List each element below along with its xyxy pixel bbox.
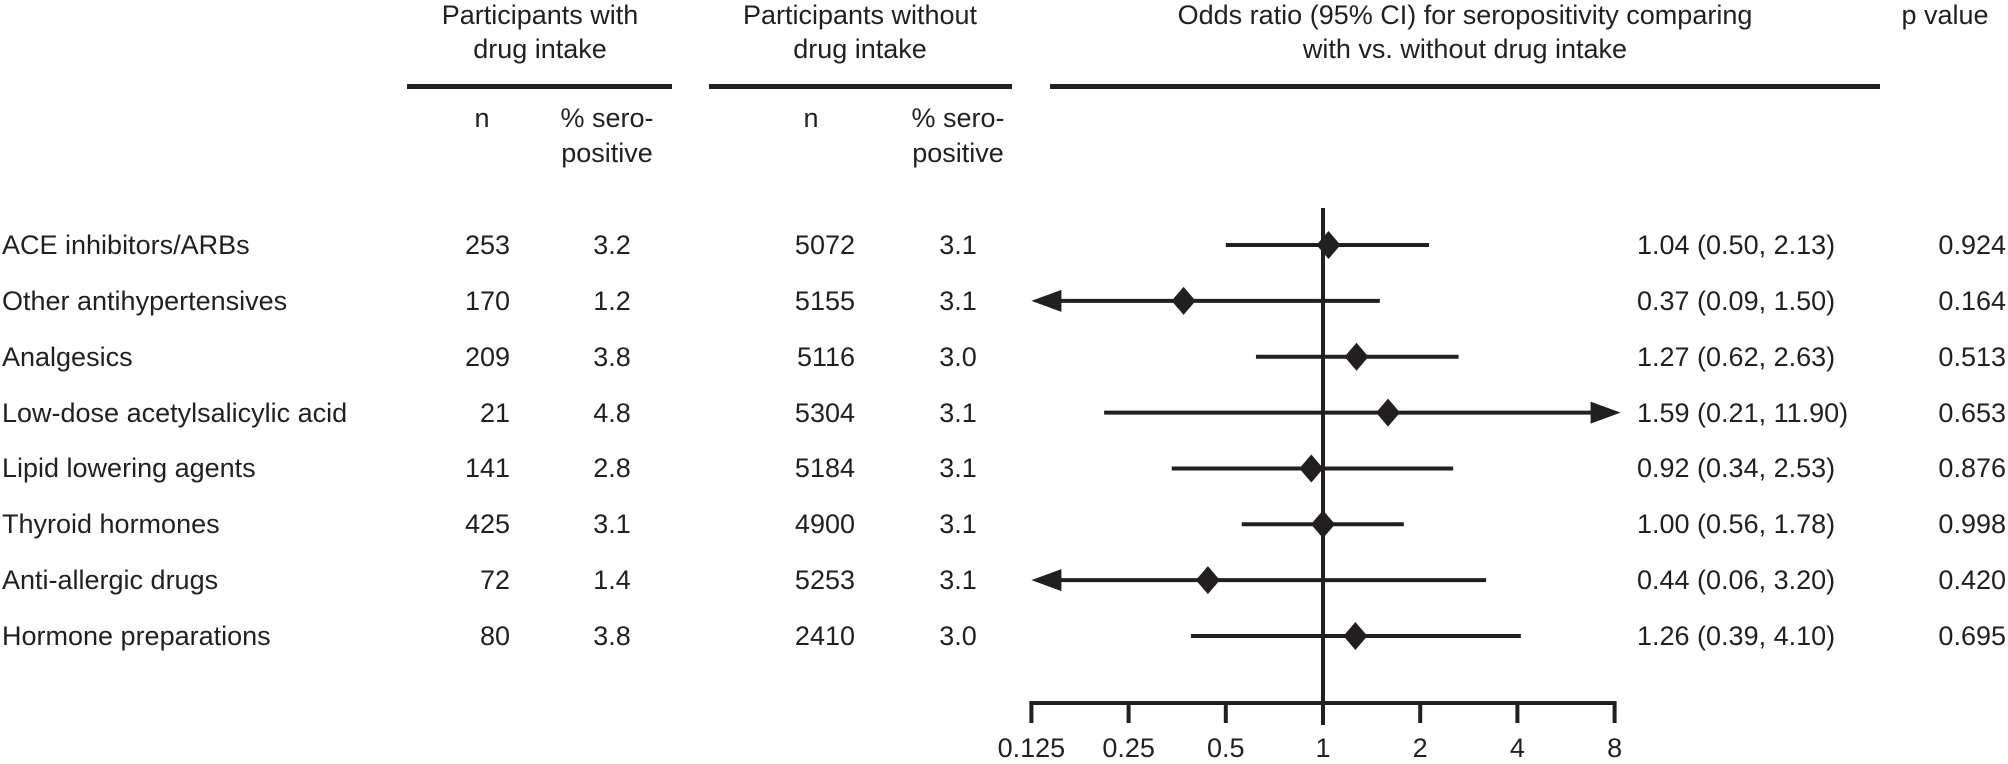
pct-without-cell: 3.0 bbox=[939, 341, 977, 372]
or-diamond bbox=[1316, 231, 1341, 259]
p-value-cell: 0.420 bbox=[1938, 565, 2006, 596]
pct-without-cell: 3.1 bbox=[939, 565, 977, 596]
or-diamond bbox=[1343, 622, 1368, 651]
sub-header-pct-without: % sero-positive bbox=[911, 103, 1005, 168]
or-ci-cell: 1.04 (0.50, 2.13) bbox=[1637, 230, 1836, 260]
pct-without-cell: 3.1 bbox=[939, 230, 977, 260]
or-diamond bbox=[1171, 286, 1196, 315]
pct-without-cell: 3.1 bbox=[939, 285, 977, 316]
col-header-participants-without: Participants without drug intake bbox=[742, 0, 978, 64]
or-ci-cell: 1.59 (0.21, 11.90) bbox=[1637, 397, 1849, 428]
or-ci-cell: 1.26 (0.39, 4.10) bbox=[1637, 621, 1836, 652]
p-value-cell: 0.653 bbox=[1938, 397, 2006, 428]
n-without-cell: 5072 bbox=[794, 230, 855, 260]
or-ci-cell: 1.00 (0.56, 1.78) bbox=[1637, 509, 1836, 540]
p-value-cell: 0.998 bbox=[1938, 509, 2006, 540]
or-diamond bbox=[1299, 454, 1324, 483]
sub-header-n-with: n bbox=[474, 103, 490, 133]
x-axis-tick-label: 0.125 bbox=[998, 733, 1066, 763]
pct-with-cell: 3.8 bbox=[593, 341, 631, 372]
n-without-cell: 4900 bbox=[794, 509, 855, 540]
p-value-cell: 0.164 bbox=[1938, 285, 2006, 316]
x-axis-tick-label: 4 bbox=[1510, 733, 1525, 763]
sub-header-n-without: n bbox=[803, 103, 819, 133]
pct-with-cell: 3.2 bbox=[593, 230, 631, 260]
sub-header-pct-with: % sero-positive bbox=[560, 103, 654, 168]
pct-without-cell: 3.1 bbox=[939, 509, 977, 540]
n-with-cell: 80 bbox=[479, 621, 510, 652]
drug-label: Lipid lowering agents bbox=[2, 453, 256, 484]
drug-label: Thyroid hormones bbox=[2, 509, 220, 540]
n-without-cell: 2410 bbox=[794, 621, 855, 652]
p-value-cell: 0.924 bbox=[1938, 230, 2006, 260]
x-axis-tick-label: 1 bbox=[1315, 733, 1330, 763]
p-value-cell: 0.876 bbox=[1938, 453, 2006, 484]
n-without-cell: 5253 bbox=[794, 565, 855, 596]
n-with-cell: 209 bbox=[464, 341, 510, 372]
pct-without-cell: 3.0 bbox=[939, 621, 977, 652]
pct-with-cell: 3.8 bbox=[593, 621, 631, 652]
drug-label: Analgesics bbox=[2, 341, 133, 372]
drug-label: Other antihypertensives bbox=[2, 285, 288, 316]
drug-label: Hormone preparations bbox=[2, 621, 271, 652]
or-ci-cell: 0.92 (0.34, 2.53) bbox=[1637, 453, 1836, 484]
p-value-cell: 0.695 bbox=[1938, 621, 2006, 652]
pct-without-cell: 3.1 bbox=[939, 453, 977, 484]
or-diamond bbox=[1376, 398, 1401, 427]
header-rule-odds bbox=[1050, 84, 1880, 89]
x-axis-tick-label: 8 bbox=[1607, 733, 1622, 763]
left-arrowhead bbox=[1031, 289, 1062, 312]
pct-with-cell: 1.2 bbox=[593, 285, 631, 316]
header-rule-without bbox=[709, 84, 1012, 89]
or-diamond bbox=[1195, 566, 1220, 595]
n-without-cell: 5116 bbox=[796, 341, 855, 372]
n-with-cell: 21 bbox=[479, 397, 510, 428]
n-with-cell: 253 bbox=[464, 230, 510, 260]
drug-label: Anti-allergic drugs bbox=[2, 565, 219, 596]
n-without-cell: 5184 bbox=[794, 453, 855, 484]
or-diamond bbox=[1344, 342, 1369, 371]
header-rule-with bbox=[407, 84, 672, 89]
drug-label: Low-dose acetylsalicylic acid bbox=[2, 397, 348, 428]
or-ci-cell: 0.37 (0.09, 1.50) bbox=[1637, 285, 1836, 316]
x-axis-tick-label: 0.5 bbox=[1207, 733, 1245, 763]
p-value-cell: 0.513 bbox=[1938, 341, 2006, 372]
or-ci-cell: 0.44 (0.06, 3.20) bbox=[1637, 565, 1836, 596]
col-header-participants-with: Participants with drug intake bbox=[441, 0, 639, 64]
col-header-odds-ratio: Odds ratio (95% CI) for seropositivity c… bbox=[1177, 0, 1753, 64]
pct-with-cell: 3.1 bbox=[593, 509, 631, 540]
pct-with-cell: 1.4 bbox=[593, 565, 631, 596]
or-diamond bbox=[1311, 510, 1335, 539]
n-with-cell: 425 bbox=[464, 509, 510, 540]
n-with-cell: 141 bbox=[464, 453, 510, 484]
pct-without-cell: 3.1 bbox=[939, 397, 977, 428]
pct-with-cell: 2.8 bbox=[593, 453, 631, 484]
right-arrowhead bbox=[1590, 401, 1621, 424]
n-with-cell: 72 bbox=[479, 565, 510, 596]
pct-with-cell: 4.8 bbox=[593, 397, 631, 428]
drug-label: ACE inhibitors/ARBs bbox=[2, 230, 250, 260]
col-header-p-value: p value bbox=[1901, 0, 1989, 30]
or-ci-cell: 1.27 (0.62, 2.63) bbox=[1637, 341, 1836, 372]
x-axis-tick-label: 0.25 bbox=[1102, 733, 1155, 763]
n-without-cell: 5304 bbox=[794, 397, 855, 428]
n-without-cell: 5155 bbox=[794, 285, 855, 316]
x-axis-tick-label: 2 bbox=[1413, 733, 1428, 763]
left-arrowhead bbox=[1031, 569, 1062, 592]
n-with-cell: 170 bbox=[464, 285, 510, 316]
